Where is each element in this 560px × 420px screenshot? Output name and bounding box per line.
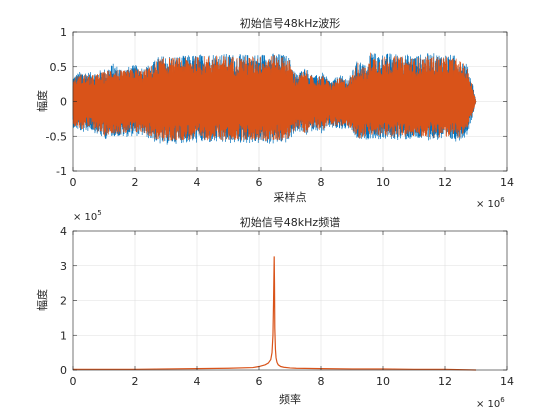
- spectrum-x-ticks: 0 2 4 6 8 10 12 14: [70, 231, 514, 388]
- wave-x-tick-label: 14: [500, 176, 514, 189]
- wave-y-tick-label: 0: [60, 96, 67, 109]
- wave-x-tick-label: 0: [70, 176, 77, 189]
- spec-x-tick-label: 14: [500, 375, 514, 388]
- waveform-y-label: 幅度: [35, 90, 49, 112]
- spec-x-tick-label: 12: [438, 375, 452, 388]
- waveform-x-exponent: × 106: [476, 196, 505, 210]
- spec-x-tick-label: 2: [132, 375, 139, 388]
- spectrum-x-exponent: × 106: [476, 396, 505, 410]
- waveform-series: [72, 52, 477, 145]
- spec-y-tick-label: 0: [60, 364, 67, 377]
- waveform-plot: 0 2 4 6 8 10 12 14 -1-0.500.51 初始信号48kHz波形 采样点 …: [35, 16, 514, 210]
- spectrum-title: 初始信号48kHz频谱: [240, 215, 340, 229]
- spectrum-y-label: 幅度: [35, 289, 49, 311]
- spectrum-y-ticks: 0 1 2 3 4: [60, 225, 507, 377]
- spec-x-tick-label: 4: [194, 375, 201, 388]
- spec-y-tick-label: 3: [60, 260, 67, 273]
- spec-y-tick-label: 2: [60, 295, 67, 308]
- wave-y-tick-label: 1: [60, 26, 67, 39]
- spec-x-tick-label: 6: [256, 375, 263, 388]
- wave-x-tick-label: 8: [318, 176, 325, 189]
- spec-x-tick-label: 0: [70, 375, 77, 388]
- wave-x-tick-label: 10: [376, 176, 390, 189]
- spec-y-tick-label: 1: [60, 329, 67, 342]
- wave-x-tick-label: 6: [256, 176, 263, 189]
- spec-x-tick-label: 8: [318, 375, 325, 388]
- wave-x-tick-label: 2: [132, 176, 139, 189]
- waveform-series-line-2: [72, 52, 477, 142]
- wave-y-tick-label: -0.5: [46, 130, 67, 143]
- spectrum-x-label: 频率: [279, 392, 301, 406]
- waveform-y-ticks: -1 -0.5 0 0.5 1: [46, 26, 507, 178]
- spec-y-tick-label: 4: [60, 225, 67, 238]
- waveform-x-ticks: 0 2 4 6 8 10 12 14: [70, 32, 514, 189]
- wave-y-tick-label: 0.5: [50, 61, 68, 74]
- spectrum-y-exponent: × 105: [73, 209, 102, 223]
- wave-x-tick-label: 12: [438, 176, 452, 189]
- spec-x-tick-label: 10: [376, 375, 390, 388]
- waveform-title: 初始信号48kHz波形: [240, 16, 340, 30]
- wave-x-tick-label: 4: [194, 176, 201, 189]
- waveform-x-label: 采样点: [274, 190, 307, 204]
- wave-y-tick-label: -1: [56, 165, 67, 178]
